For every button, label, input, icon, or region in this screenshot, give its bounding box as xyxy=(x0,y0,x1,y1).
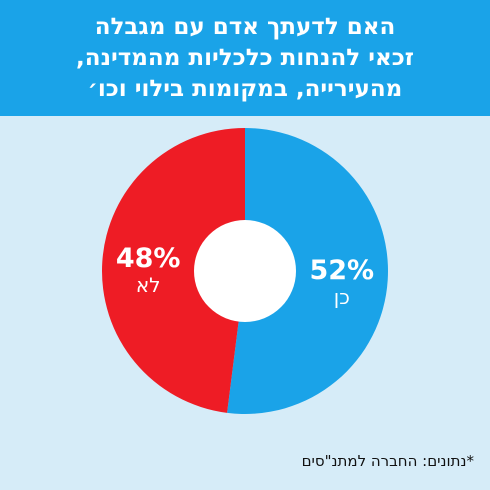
title-line-2: זכאי להנחות כלכליות מהמדינה, xyxy=(76,44,414,71)
donut-chart: 52%כן 48%לא xyxy=(101,128,388,414)
slice-value-no: 48% xyxy=(116,243,181,274)
slice-value-yes: 52% xyxy=(309,255,374,286)
slice-yes xyxy=(227,128,388,414)
source-footnote: *נתונים: החברה למתנ"סים xyxy=(301,452,474,470)
title-line-3: מהעירייה, במקומות בילוי וכו׳ xyxy=(87,75,403,102)
slice-label-yes: כן xyxy=(334,285,350,309)
slice-no xyxy=(101,128,245,413)
slice-label-no: לא xyxy=(136,273,161,297)
donut-hole xyxy=(194,220,296,322)
title-line-1: האם לדעתך אדם עם מגבלה xyxy=(94,13,396,40)
chart-title: האם לדעתך אדם עם מגבלה זכאי להנחות כלכלי… xyxy=(0,0,490,116)
